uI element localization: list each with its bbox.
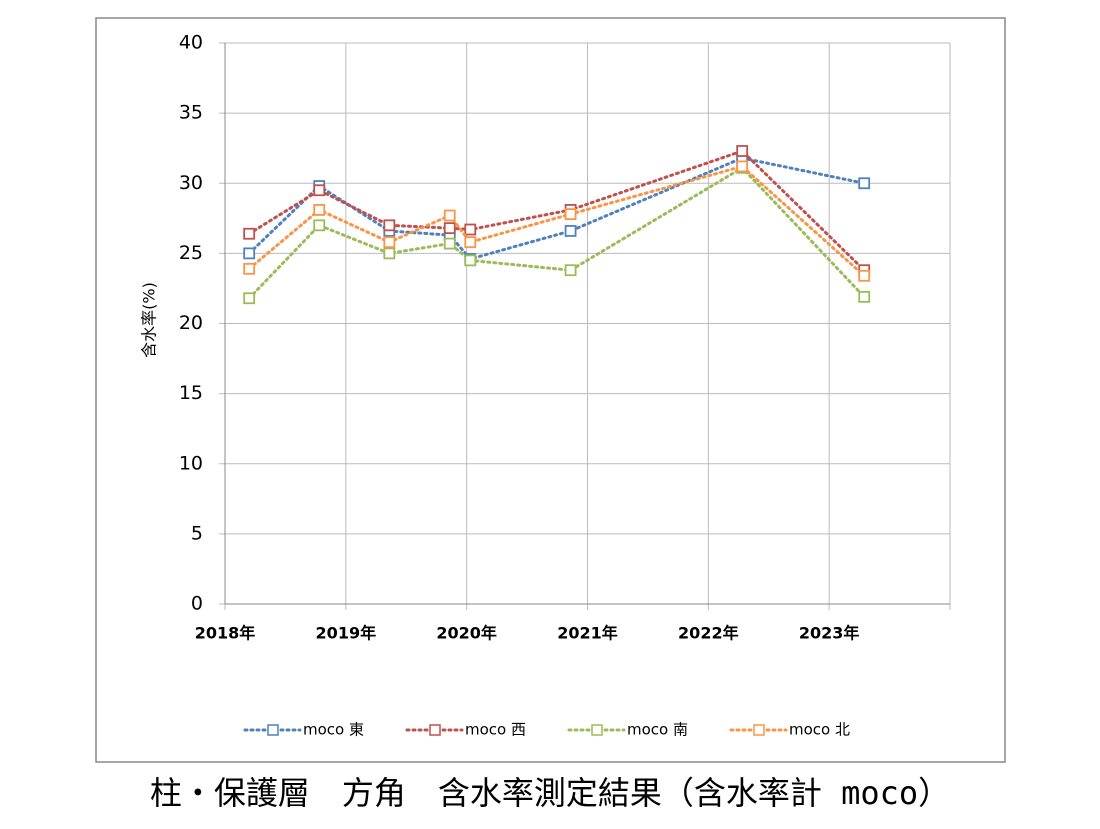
y-tick-label: 5 bbox=[191, 522, 203, 544]
y-axis-label: 含水率(%) bbox=[140, 282, 159, 358]
legend-marker bbox=[591, 724, 603, 736]
point bbox=[243, 292, 256, 305]
legend-label: moco 北 bbox=[789, 721, 850, 739]
series-line bbox=[247, 149, 866, 272]
point bbox=[313, 203, 326, 216]
point bbox=[858, 290, 871, 303]
point bbox=[383, 219, 396, 232]
y-tick-label: 0 bbox=[191, 593, 203, 615]
legend-label: moco 南 bbox=[627, 721, 688, 739]
y-tick-label: 40 bbox=[179, 32, 203, 54]
y-tick-label: 35 bbox=[179, 102, 203, 124]
point bbox=[313, 184, 326, 197]
point bbox=[243, 227, 256, 240]
point bbox=[564, 208, 577, 221]
legend-label: moco 東 bbox=[303, 721, 364, 739]
point bbox=[383, 247, 396, 260]
point bbox=[443, 237, 456, 250]
point bbox=[564, 225, 577, 237]
point bbox=[464, 236, 477, 249]
legend-marker bbox=[753, 724, 765, 736]
y-tick-label: 25 bbox=[179, 242, 203, 264]
legend-marker bbox=[267, 724, 279, 736]
x-tick-label: 2019年 bbox=[316, 624, 377, 643]
point bbox=[443, 222, 456, 235]
legend-marker bbox=[429, 724, 441, 736]
point bbox=[443, 209, 456, 222]
point bbox=[464, 223, 477, 236]
point bbox=[464, 254, 477, 267]
point bbox=[243, 262, 256, 275]
point bbox=[383, 236, 396, 249]
point bbox=[313, 219, 326, 232]
series-line bbox=[247, 165, 866, 300]
caption: 柱・保護層 方角 含水率測定結果（含水率計 moco） bbox=[150, 774, 950, 812]
y-tick-label: 10 bbox=[179, 452, 203, 474]
y-tick-label: 15 bbox=[179, 382, 203, 404]
chart-frame bbox=[95, 17, 1006, 763]
point bbox=[243, 247, 256, 260]
x-tick-label: 2023年 bbox=[799, 624, 860, 643]
y-tick-label: 30 bbox=[179, 172, 203, 194]
series-line bbox=[247, 156, 866, 261]
point bbox=[858, 177, 871, 190]
x-tick-label: 2020年 bbox=[436, 624, 497, 643]
legend-label: moco 西 bbox=[465, 721, 526, 739]
point bbox=[564, 264, 577, 277]
y-tick-label: 20 bbox=[179, 312, 203, 334]
point bbox=[736, 160, 749, 173]
series-line bbox=[247, 164, 866, 278]
x-tick-label: 2021年 bbox=[557, 624, 618, 643]
x-tick-label: 2022年 bbox=[678, 624, 739, 643]
point bbox=[736, 145, 749, 157]
point bbox=[858, 269, 871, 282]
x-tick-label: 2018年 bbox=[195, 624, 256, 643]
